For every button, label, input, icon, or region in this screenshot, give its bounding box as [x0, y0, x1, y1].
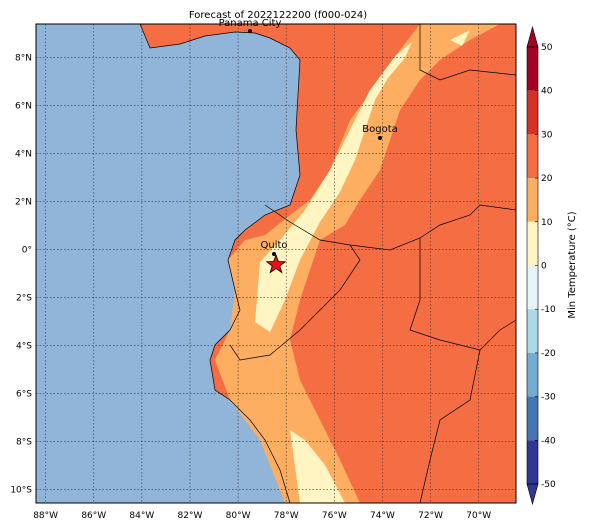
- colorbar-tick-label: -50: [541, 480, 556, 490]
- map-area: [36, 24, 516, 503]
- terrain-high-north: [450, 30, 470, 46]
- colorbar-band: [527, 265, 538, 310]
- y-tick-label: 8°S: [16, 438, 32, 448]
- city-dot: [272, 252, 276, 256]
- colorbar-tick-label: 30: [541, 130, 553, 140]
- x-tick-label: 82°W: [178, 511, 203, 521]
- x-tick-label: 86°W: [81, 511, 106, 521]
- map-title: Forecast of 2022122200 (f000-024): [189, 10, 367, 21]
- colorbar-tick-label: -30: [541, 393, 556, 403]
- city-dot: [248, 29, 252, 33]
- y-tick-label: 10°S: [10, 486, 32, 496]
- colorbar-band: [527, 221, 538, 266]
- colorbar-band: [527, 440, 538, 484]
- map-frame: [35, 23, 517, 504]
- terrain-mid: [215, 24, 500, 503]
- x-tick-label: 84°W: [129, 511, 154, 521]
- city-dot: [378, 136, 382, 140]
- terrain-high-south: [290, 430, 345, 503]
- colorbar-label: Min Temperature (°C): [567, 211, 578, 318]
- y-tick-label: 6°S: [16, 390, 32, 400]
- colorbar-tick-label: 50: [541, 43, 553, 53]
- colorbar: 50 40 30 20 10 0 -10 -20 -30 -40 -50: [526, 25, 556, 506]
- colorbar-band: [527, 309, 538, 353]
- terrain-high: [255, 42, 412, 332]
- colorbar-band: [527, 90, 538, 135]
- y-tick-label: 4°N: [15, 150, 32, 160]
- x-tick-label: 76°W: [322, 511, 347, 521]
- colorbar-tick-label: 10: [541, 218, 553, 228]
- x-tick-label: 72°W: [418, 511, 443, 521]
- y-tick-label: 6°N: [15, 102, 32, 112]
- city-label: Bogota: [362, 124, 398, 135]
- colorbar-tick-label: -20: [541, 349, 556, 359]
- x-tick-label: 70°W: [466, 511, 491, 521]
- y-tick-label: 8°N: [15, 54, 32, 64]
- y-tick-label: 2°S: [16, 294, 32, 304]
- colorbar-band: [527, 47, 538, 91]
- x-tick-label: 88°W: [33, 511, 58, 521]
- borders: [139, 24, 516, 503]
- colorbar-tick-label: 0: [541, 262, 547, 272]
- y-tick-label: 2°N: [15, 198, 32, 208]
- location-star: [265, 253, 287, 274]
- colorbar-tick-label: -40: [541, 436, 556, 446]
- colorbar-extend-bottom: [526, 483, 539, 506]
- graticule: [36, 24, 516, 503]
- city-label: Quito: [260, 240, 287, 251]
- x-tick-label: 74°W: [370, 511, 395, 521]
- x-tick-label: 80°W: [226, 511, 251, 521]
- colorbar-band: [527, 134, 538, 179]
- colorbar-band: [527, 396, 538, 441]
- colorbar-tick-label: -10: [541, 305, 556, 315]
- colorbar-band: [527, 352, 538, 397]
- city-label: Panama City: [219, 18, 282, 29]
- colorbar-tick-label: 40: [541, 87, 553, 97]
- y-tick-label: 4°S: [16, 342, 32, 352]
- y-tick-label: 0°: [22, 246, 32, 256]
- colorbar-tick-label: 20: [541, 174, 553, 184]
- colorbar-extend-top: [526, 25, 539, 48]
- x-tick-label: 78°W: [274, 511, 299, 521]
- colorbar-band: [527, 178, 538, 222]
